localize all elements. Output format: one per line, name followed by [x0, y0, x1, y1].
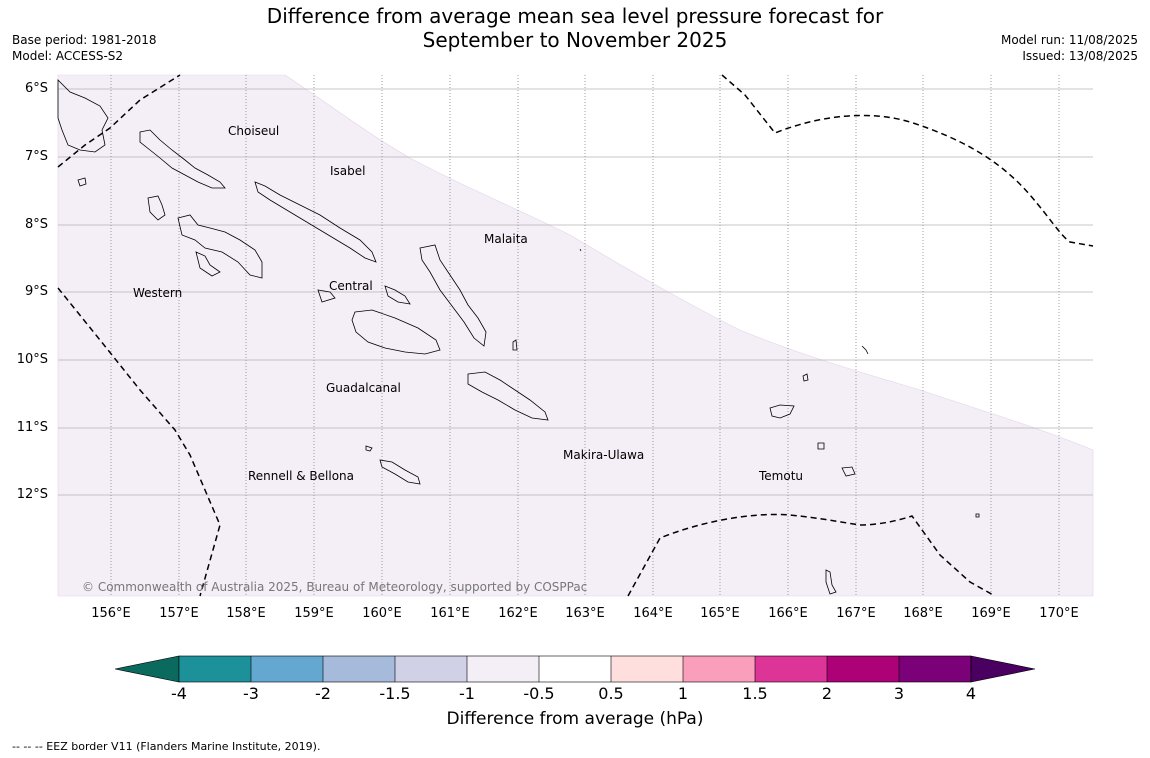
region-label-temotu: Temotu — [758, 469, 803, 483]
duff-islands-coast — [802, 373, 809, 382]
colorbar-tick-label: 2 — [821, 684, 833, 703]
lon-label: 158°E — [226, 606, 266, 621]
lat-label: 6°S — [24, 81, 48, 96]
coastlines — [57, 79, 980, 595]
issued-date: Issued: 13/08/2025 — [1022, 49, 1138, 63]
malaita-coast — [419, 244, 487, 347]
lon-label: 168°E — [903, 606, 943, 621]
colorbar-segment — [251, 656, 323, 682]
bellona-coast — [365, 445, 373, 452]
colorbar-segment — [611, 656, 683, 682]
ontong-java-coast — [861, 345, 869, 355]
colorbar-segment — [827, 656, 899, 682]
colorbar-tick-label: 1.5 — [742, 684, 768, 703]
anuta-coast — [975, 513, 980, 518]
colorbar-segment — [539, 656, 611, 682]
colorbar-segment — [179, 656, 251, 682]
region-label-choiseul: Choiseul — [228, 124, 279, 138]
lon-label: 162°E — [498, 606, 538, 621]
rennell-coast — [379, 459, 421, 485]
region-label-central: Central — [329, 279, 373, 293]
colorbar-tick-label: 0.5 — [598, 684, 624, 703]
florida-islands-coast — [317, 285, 411, 305]
colorbar-low-extension — [114, 655, 180, 683]
colorbar-high-extension — [970, 655, 1036, 683]
colorbar-segment — [899, 656, 971, 682]
choiseul-coast — [139, 129, 226, 189]
eez-border — [57, 74, 1094, 597]
region-label-rennell-bellona: Rennell & Bellona — [248, 469, 354, 483]
lon-label: 159°E — [294, 606, 334, 621]
lon-label: 160°E — [362, 606, 402, 621]
base-period: Base period: 1981-2018 — [12, 33, 157, 47]
vella-lavella-coast — [147, 195, 166, 221]
chart-title: Difference from average mean sea level p… — [0, 4, 1150, 52]
colorbar-tick-label: -2 — [315, 684, 331, 703]
sikaiana-coast — [579, 248, 582, 252]
lon-label: 164°E — [633, 606, 673, 621]
lat-label: 12°S — [16, 487, 48, 502]
colorbar-tick-label: 4 — [965, 684, 977, 703]
lon-label: 156°E — [91, 606, 131, 621]
lon-label: 161°E — [430, 606, 470, 621]
isabel-coast — [254, 181, 377, 263]
lon-label: 169°E — [971, 606, 1011, 621]
lat-label: 9°S — [24, 284, 48, 299]
colorbar-tick-label: -1 — [459, 684, 475, 703]
lat-label: 7°S — [24, 149, 48, 164]
region-label-isabel: Isabel — [330, 164, 365, 178]
region-label-malaita: Malaita — [484, 232, 528, 246]
colorbar-title: Difference from average (hPa) — [446, 709, 704, 729]
new-georgia-coast — [177, 214, 263, 279]
bougainville-coast — [57, 79, 109, 153]
region-label-western: Western — [133, 286, 182, 300]
title-line-2: September to November 2025 — [422, 28, 728, 52]
colorbar-tick-label: 1 — [677, 684, 689, 703]
utupua-coast — [817, 442, 825, 450]
region-label-guadalcanal: Guadalcanal — [326, 381, 401, 395]
colorbar-tick-label: -4 — [171, 684, 187, 703]
pressure-anomaly-shading — [57, 74, 1094, 597]
region-label-makira-ulawa: Makira-Ulawa — [563, 448, 644, 462]
ulawa-coast — [512, 339, 518, 351]
makira-coast — [467, 371, 549, 421]
title-line-1: Difference from average mean sea level p… — [266, 4, 884, 28]
small-island-coast — [77, 177, 87, 187]
colorbar-segment — [755, 656, 827, 682]
lon-label: 166°E — [768, 606, 808, 621]
lat-label: 8°S — [24, 217, 48, 232]
colorbar-tick-label: -1.5 — [379, 684, 411, 703]
colorbar-segment — [323, 656, 395, 682]
model-name: Model: ACCESS-S2 — [12, 49, 124, 63]
colorbar-segment — [467, 656, 539, 682]
lat-label: 11°S — [16, 420, 48, 435]
torres-islands-coast — [825, 569, 837, 595]
lon-label: 163°E — [565, 606, 605, 621]
model-run: Model run: 11/08/2025 — [1000, 33, 1138, 47]
vanikoro-coast — [841, 466, 856, 477]
lon-label: 165°E — [700, 606, 740, 621]
colorbar-segment — [395, 656, 467, 682]
colorbar-tick-label: -0.5 — [523, 684, 555, 703]
latitude-gridlines — [58, 88, 1093, 496]
lon-label: 157°E — [159, 606, 199, 621]
meta-left: Base period: 1981-2018 Model: ACCESS-S2 — [12, 32, 157, 64]
colorbar — [114, 655, 1036, 683]
guadalcanal-coast — [351, 309, 441, 355]
meta-right: Model run: 11/08/2025 Issued: 13/08/2025 — [1001, 32, 1138, 64]
copyright-notice: © Commonwealth of Australia 2025, Bureau… — [82, 580, 588, 594]
lon-label: 170°E — [1039, 606, 1079, 621]
region-labels: Choiseul Isabel Malaita Western Central … — [133, 124, 803, 483]
colorbar-tick-label: -3 — [243, 684, 259, 703]
lon-label: 167°E — [836, 606, 876, 621]
colorbar-tick-label: 3 — [893, 684, 905, 703]
eez-legend-note: -- -- -- EEZ border V11 (Flanders Marine… — [12, 740, 321, 753]
santa-cruz-coast — [769, 404, 795, 419]
colorbar-segment — [683, 656, 755, 682]
rendova-coast — [195, 251, 221, 277]
lat-label: 10°S — [16, 352, 48, 367]
